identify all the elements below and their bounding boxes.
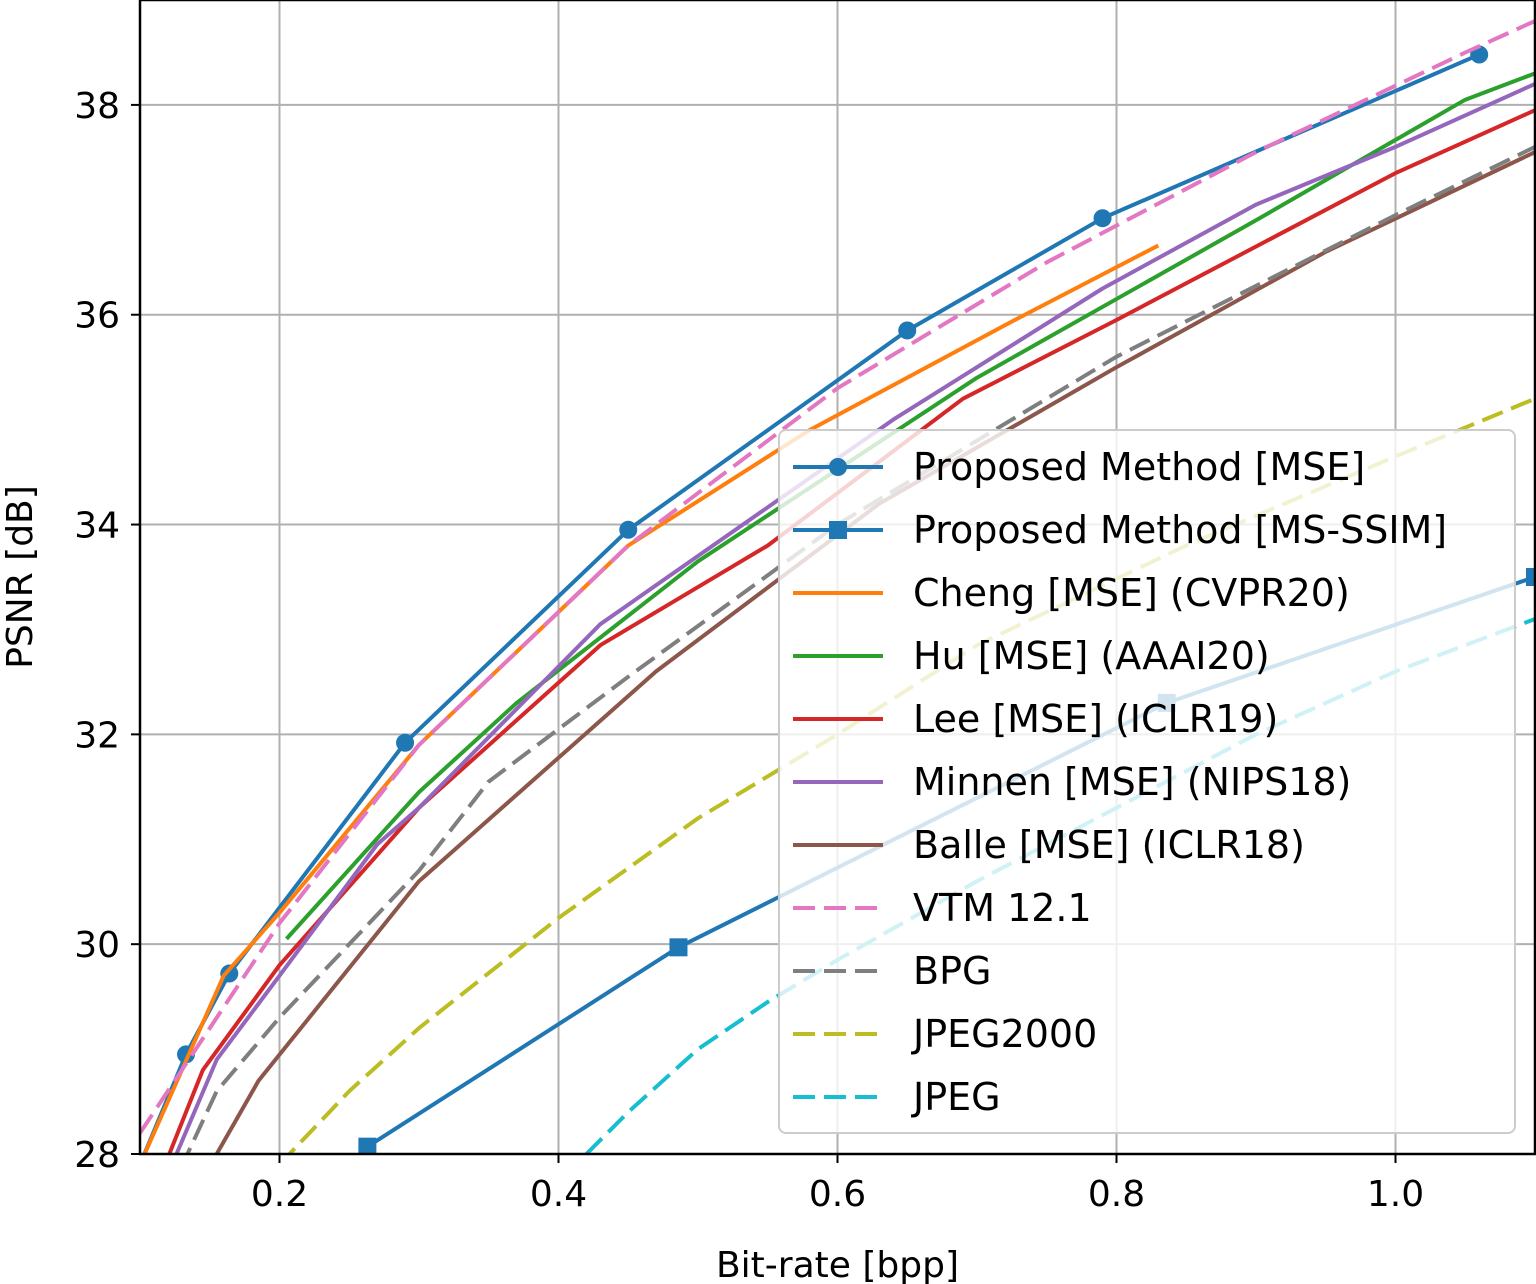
x-tick-label: 0.6 <box>809 1174 866 1215</box>
legend-marker <box>829 521 847 539</box>
data-point <box>619 520 638 539</box>
data-point <box>1526 568 1535 586</box>
x-axis-ticks: 0.2 0.4 0.6 0.8 1.0 <box>251 1154 1424 1215</box>
data-point <box>131 1155 149 1173</box>
series-line-6 <box>214 150 1535 1154</box>
x-axis-label: Bit-rate [bpp] <box>716 1245 959 1284</box>
x-tick-label: 0.4 <box>530 1174 587 1215</box>
legend-label: JPEG <box>911 1075 1001 1119</box>
legend-label: BPG <box>913 949 991 993</box>
data-point <box>358 1137 377 1154</box>
y-axis-ticks: 28 30 32 34 36 38 <box>74 86 140 1176</box>
data-point <box>1093 209 1112 228</box>
y-tick-label: 32 <box>74 715 120 756</box>
data-point <box>396 733 415 752</box>
legend-marker <box>829 458 847 476</box>
series-line-5 <box>174 82 1535 1154</box>
y-axis-label: PSNR [dB] <box>0 485 41 669</box>
data-point <box>669 938 688 957</box>
legend-label: JPEG2000 <box>911 1012 1097 1056</box>
series-line-7 <box>140 19 1535 1135</box>
legend-label: Hu [MSE] (AAAI20) <box>913 634 1270 678</box>
series-line-4 <box>167 108 1535 1154</box>
legend-label: Cheng [MSE] (CVPR20) <box>913 571 1350 615</box>
legend-label: Proposed Method [MS-SSIM] <box>913 508 1447 552</box>
y-tick-label: 38 <box>74 86 120 127</box>
y-tick-label: 28 <box>74 1135 120 1176</box>
x-tick-label: 0.2 <box>251 1174 308 1215</box>
legend-label: Proposed Method [MSE] <box>913 445 1365 489</box>
legend-label: VTM 12.1 <box>913 886 1092 930</box>
legend-box <box>778 429 1516 1134</box>
legend-label: Balle [MSE] (ICLR18) <box>913 823 1305 867</box>
y-tick-label: 30 <box>74 925 120 966</box>
x-tick-label: 0.8 <box>1088 1174 1145 1215</box>
legend: Proposed Method [MSE] Proposed Method [MS… <box>778 429 1516 1134</box>
y-tick-label: 34 <box>74 506 120 547</box>
x-tick-label: 1.0 <box>1367 1174 1424 1215</box>
data-point <box>898 321 917 340</box>
series-line-8 <box>185 145 1535 1154</box>
legend-label: Minnen [MSE] (NIPS18) <box>913 760 1351 804</box>
y-tick-label: 36 <box>74 296 120 337</box>
legend-label: Lee [MSE] (ICLR19) <box>913 697 1278 741</box>
